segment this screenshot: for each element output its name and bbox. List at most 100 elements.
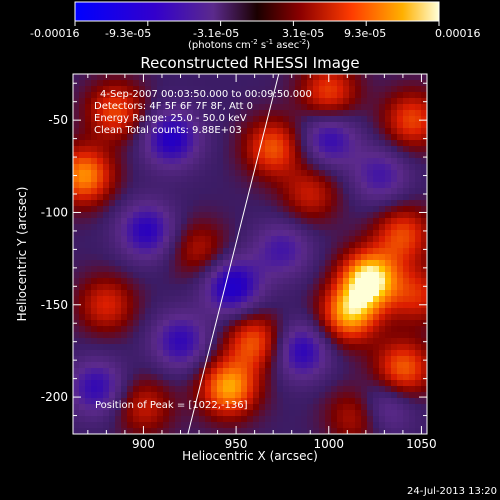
heatmap-cell <box>403 116 410 123</box>
heatmap-cell <box>325 122 332 129</box>
heatmap-cell <box>271 74 278 81</box>
heatmap-cell <box>109 230 116 237</box>
heatmap-cell <box>91 224 98 231</box>
heatmap-cell <box>229 140 236 147</box>
heatmap-cell <box>277 188 284 195</box>
heatmap-cell <box>109 344 116 351</box>
heatmap-cell <box>121 266 128 273</box>
heatmap-cell <box>127 272 134 279</box>
heatmap-cell <box>355 290 362 297</box>
heatmap-cell <box>277 122 284 129</box>
heatmap-cell <box>301 128 308 135</box>
heatmap-cell <box>247 92 254 99</box>
heatmap-cell <box>349 80 356 87</box>
heatmap-cell <box>145 266 152 273</box>
heatmap-cell <box>391 236 398 243</box>
heatmap-cell <box>139 248 146 255</box>
heatmap-cell <box>421 146 427 153</box>
heatmap-cell <box>313 314 320 321</box>
heatmap-cell <box>259 404 266 411</box>
heatmap-cell <box>313 374 320 381</box>
heatmap-cell <box>265 320 272 327</box>
heatmap-cell <box>205 212 212 219</box>
heatmap-cell <box>103 386 110 393</box>
heatmap-cell <box>415 224 422 231</box>
heatmap-cell <box>343 356 350 363</box>
heatmap-cell <box>181 182 188 189</box>
heatmap-cell <box>253 230 260 237</box>
heatmap-cell <box>91 122 98 129</box>
heatmap-cell <box>85 380 92 387</box>
heatmap-cell <box>181 176 188 183</box>
heatmap-cell <box>355 260 362 267</box>
heatmap-cell <box>211 122 218 129</box>
heatmap-cell <box>181 422 188 429</box>
heatmap-cell <box>229 422 236 429</box>
heatmap-cell <box>385 416 392 423</box>
heatmap-cell <box>301 146 308 153</box>
heatmap-cell <box>259 272 266 279</box>
heatmap-cell <box>73 182 80 189</box>
heatmap-cell <box>349 428 356 434</box>
heatmap-cell <box>295 140 302 147</box>
heatmap-cell <box>121 260 128 267</box>
heatmap-cell <box>73 170 80 177</box>
heatmap-cell <box>157 338 164 345</box>
heatmap-cell <box>397 302 404 309</box>
heatmap-cell <box>187 344 194 351</box>
heatmap-cell <box>217 380 224 387</box>
heatmap-cell <box>235 314 242 321</box>
heatmap-cell <box>217 110 224 117</box>
heatmap-cell <box>229 164 236 171</box>
heatmap-cell <box>193 404 200 411</box>
heatmap-cell <box>187 110 194 117</box>
heatmap-cell <box>103 182 110 189</box>
heatmap-cell <box>223 86 230 93</box>
heatmap-cell <box>109 380 116 387</box>
heatmap-cell <box>193 194 200 201</box>
heatmap-cell <box>103 344 110 351</box>
heatmap-cell <box>289 98 296 105</box>
heatmap-cell <box>313 74 320 81</box>
heatmap-cell <box>109 212 116 219</box>
heatmap-cell <box>343 290 350 297</box>
heatmap-cell <box>247 212 254 219</box>
heatmap-cell <box>349 248 356 255</box>
heatmap-cell <box>127 392 134 399</box>
heatmap-cell <box>415 188 422 195</box>
heatmap-cell <box>391 392 398 399</box>
heatmap-cell <box>133 122 140 129</box>
heatmap-cell <box>97 308 104 315</box>
heatmap-cell <box>145 386 152 393</box>
heatmap-cell <box>193 344 200 351</box>
heatmap-cell <box>91 194 98 201</box>
heatmap-cell <box>139 170 146 177</box>
heatmap-cell <box>391 116 398 123</box>
heatmap-cell <box>109 416 116 423</box>
heatmap-cell <box>109 182 116 189</box>
heatmap-cell <box>397 98 404 105</box>
heatmap-cell <box>289 212 296 219</box>
heatmap-cell <box>235 302 242 309</box>
heatmap-cell <box>301 260 308 267</box>
heatmap-cell <box>181 218 188 225</box>
heatmap-cell <box>253 212 260 219</box>
heatmap-cell <box>253 218 260 225</box>
heatmap-cell <box>355 128 362 135</box>
heatmap-cell <box>283 134 290 141</box>
heatmap-cell <box>409 422 416 429</box>
heatmap-cell <box>331 164 338 171</box>
heatmap-cell <box>151 164 158 171</box>
heatmap-cell <box>199 194 206 201</box>
heatmap-cell <box>277 332 284 339</box>
heatmap-cell <box>289 188 296 195</box>
heatmap-cell <box>97 332 104 339</box>
heatmap-cell <box>157 380 164 387</box>
heatmap-cell <box>259 212 266 219</box>
heatmap-cell <box>175 290 182 297</box>
heatmap-cell <box>415 326 422 333</box>
heatmap-cell <box>259 374 266 381</box>
heatmap-cell <box>373 176 380 183</box>
heatmap-cell <box>241 254 248 261</box>
heatmap-cell <box>85 248 92 255</box>
